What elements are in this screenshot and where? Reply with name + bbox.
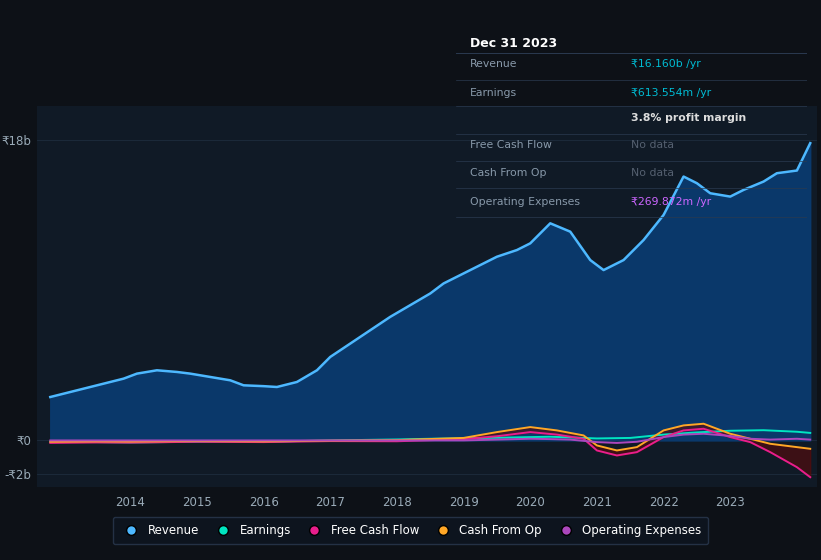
- Text: Earnings: Earnings: [470, 88, 517, 98]
- Text: Operating Expenses: Operating Expenses: [470, 197, 580, 207]
- Text: Cash From Op: Cash From Op: [470, 167, 546, 178]
- Text: 3.8% profit margin: 3.8% profit margin: [631, 113, 746, 123]
- Text: ₹269.872m /yr: ₹269.872m /yr: [631, 197, 712, 207]
- Text: Revenue: Revenue: [470, 59, 517, 69]
- Legend: Revenue, Earnings, Free Cash Flow, Cash From Op, Operating Expenses: Revenue, Earnings, Free Cash Flow, Cash …: [112, 517, 709, 544]
- Text: No data: No data: [631, 167, 674, 178]
- Text: Dec 31 2023: Dec 31 2023: [470, 37, 557, 50]
- Text: ₹613.554m /yr: ₹613.554m /yr: [631, 88, 712, 98]
- Text: ₹16.160b /yr: ₹16.160b /yr: [631, 59, 701, 69]
- Text: Free Cash Flow: Free Cash Flow: [470, 140, 552, 150]
- Text: No data: No data: [631, 140, 674, 150]
